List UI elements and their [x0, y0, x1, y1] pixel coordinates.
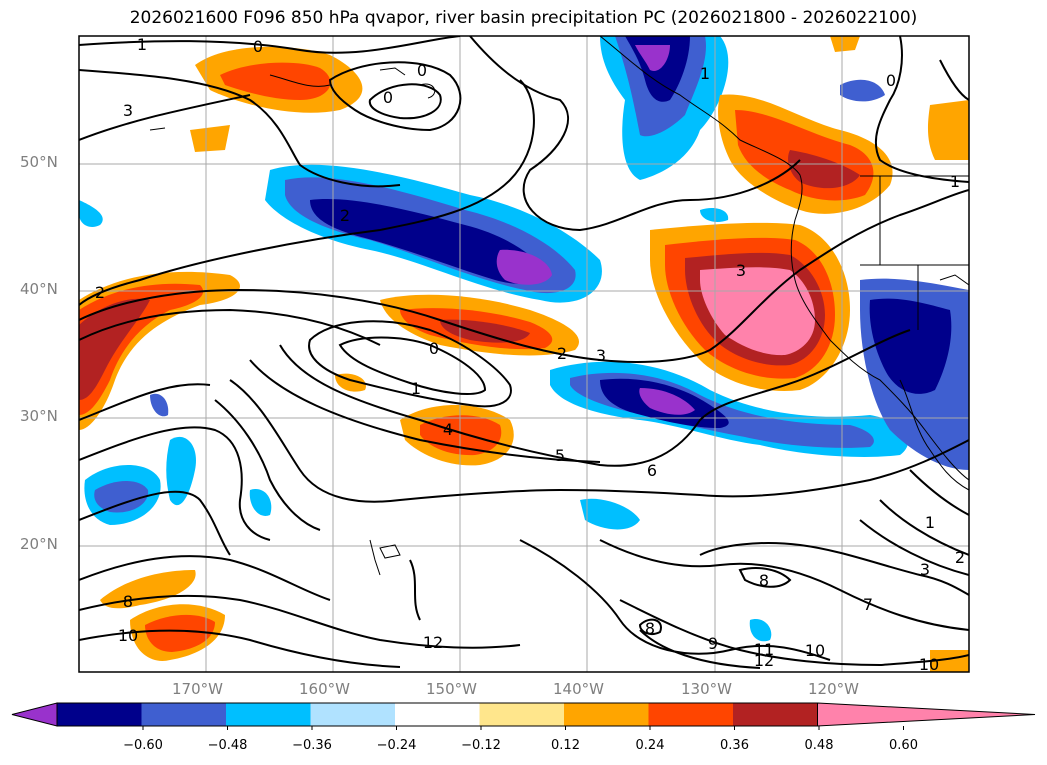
- colorbar-segment: [141, 703, 226, 726]
- contour-label: 7: [863, 595, 873, 614]
- colorbar-tick-label: −0.36: [292, 738, 332, 753]
- contour-label: 3: [123, 101, 133, 120]
- contour-label: 12: [754, 651, 774, 670]
- colorbar-segment: [648, 703, 733, 726]
- lat-label-50n: 50°N: [20, 153, 58, 171]
- contour-label: 2: [95, 283, 105, 302]
- lon-label-170w: 170°W: [172, 680, 223, 698]
- colorbar-extend-high: [817, 702, 1036, 727]
- colorbar-segment: [57, 703, 142, 726]
- contour-label: 1: [950, 172, 960, 191]
- contour-label: 5: [555, 446, 565, 465]
- contour-label: 6: [647, 461, 657, 480]
- colorbar-tick-label: 0.24: [635, 738, 665, 753]
- lat-label-40n: 40°N: [20, 280, 58, 298]
- lon-label-160w: 160°W: [299, 680, 350, 698]
- contour-label: 8: [645, 619, 655, 638]
- contour-label: 0: [886, 71, 896, 90]
- lon-label-140w: 140°W: [553, 680, 604, 698]
- contour-label: 2: [340, 206, 350, 225]
- colorbar-tick-label: −0.12: [461, 738, 501, 753]
- colorbar-tick-label: 0.60: [889, 738, 918, 753]
- colorbar-tick-label: −0.60: [123, 738, 163, 753]
- lon-label-150w: 150°W: [426, 680, 477, 698]
- map-plot-area: 1 0 0 0 3 2 2 0 2 3 1 4 5 6 3 1 1 2 3 7 …: [79, 35, 969, 674]
- lat-label-30n: 30°N: [20, 407, 58, 425]
- contour-label: 1: [700, 64, 710, 83]
- contour-label: 4: [443, 420, 453, 439]
- contour-label: 3: [736, 261, 746, 280]
- shading-layer: [79, 36, 969, 672]
- colorbar-extend-low: [11, 702, 58, 727]
- contour-label: 3: [920, 560, 930, 579]
- colorbar-tick-label: 0.48: [804, 738, 834, 753]
- lon-label-120w: 120°W: [808, 680, 859, 698]
- lat-label-20n: 20°N: [20, 535, 58, 553]
- coastlines: [149, 36, 969, 576]
- colorbar-tick-label: −0.48: [207, 738, 248, 753]
- colorbar-segment: [733, 703, 818, 726]
- colorbar-tick-label: −0.24: [376, 738, 417, 753]
- contour-label: 11: [754, 640, 774, 659]
- contour-label: 1: [925, 513, 935, 532]
- contour-label: 0: [253, 37, 263, 56]
- contour-label: 9: [708, 634, 718, 653]
- contour-label: 2: [955, 548, 965, 567]
- contour-label: 3: [596, 346, 606, 365]
- contour-label: 10: [118, 626, 138, 645]
- colorbar-segment: [226, 703, 311, 726]
- colorbar-tick-label: 0.12: [551, 738, 580, 753]
- contour-label: 1: [137, 35, 147, 54]
- contour-label: 1: [411, 379, 421, 398]
- contour-label: 8: [759, 571, 769, 590]
- colorbar-segment: [564, 703, 649, 726]
- map-title: 2026021600 F096 850 hPa qvapor, river ba…: [129, 8, 918, 28]
- colorbar-outline: [56, 702, 818, 727]
- lon-label-130w: 130°W: [681, 680, 732, 698]
- colorbar-segment: [310, 703, 395, 726]
- qvapor-contours: [79, 36, 969, 669]
- contour-label: 0: [383, 88, 393, 107]
- contour-label: 8: [123, 592, 133, 611]
- colorbar: [11, 702, 1036, 730]
- contour-label: 2: [557, 344, 567, 363]
- contour-label: 0: [429, 339, 439, 358]
- map-frame: [78, 35, 970, 673]
- contour-label: 12: [423, 633, 443, 652]
- colorbar-tick-label: 0.36: [720, 738, 749, 753]
- contour-label: 0: [417, 61, 427, 80]
- colorbar-segment: [395, 703, 480, 726]
- contour-labels: 1 0 0 0 3 2 2 0 2 3 1 4 5 6 3 1 1 2 3 7 …: [95, 35, 965, 674]
- contour-label: 10: [919, 655, 939, 674]
- contour-label: 10: [805, 641, 825, 660]
- colorbar-segment: [479, 703, 564, 726]
